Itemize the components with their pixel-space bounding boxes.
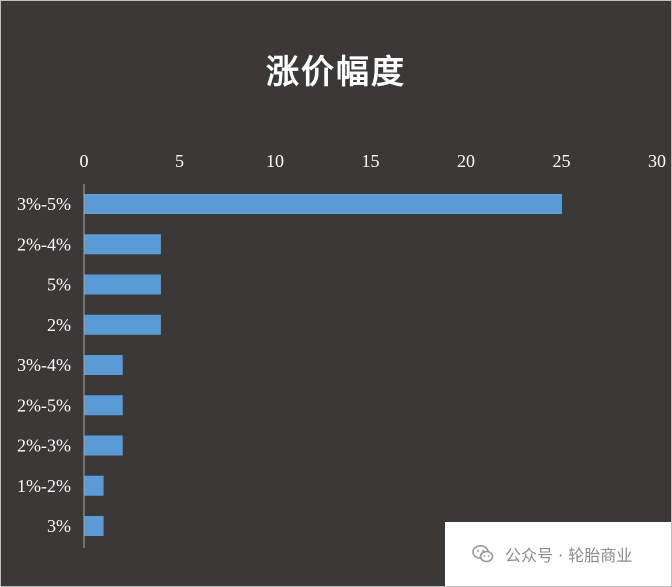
wechat-icon [472,545,494,563]
y-tick-label: 2% [47,315,71,335]
bar [84,516,104,536]
x-tick-label: 20 [457,151,475,171]
bars [84,194,562,536]
bar [84,395,123,416]
bar [84,435,123,456]
chart-title: 涨价幅度 [266,52,406,91]
bar [84,475,104,496]
y-tick-label: 3%-5% [17,194,71,214]
bar [84,355,123,375]
y-axis-ticks: 3%-5% 2%-4% 5% 2% 3%-4% 2%-5% 2%-3% 1%-2% 3% [17,194,71,536]
x-axis-ticks: 0 5 10 15 20 25 30 [80,151,667,171]
y-tick-label: 3%-4% [17,355,71,375]
y-tick-label: 1%-2% [17,476,71,496]
bar [84,314,161,335]
x-tick-label: 0 [80,151,89,171]
x-tick-label: 30 [648,151,666,171]
y-tick-label: 2%-5% [17,395,71,415]
x-tick-label: 5 [175,151,184,171]
watermark-text: 公众号 · 轮胎商业 [505,546,633,565]
bar [84,274,161,295]
bar [84,234,161,255]
y-tick-label: 3% [47,516,71,536]
watermark: 公众号 · 轮胎商业 [445,522,671,586]
x-tick-label: 10 [266,151,284,171]
bar [84,194,562,214]
x-tick-label: 25 [553,151,571,171]
y-tick-label: 2%-3% [17,436,71,456]
x-tick-label: 15 [362,151,380,171]
y-tick-label: 5% [47,275,71,295]
y-tick-label: 2%-4% [17,234,71,254]
